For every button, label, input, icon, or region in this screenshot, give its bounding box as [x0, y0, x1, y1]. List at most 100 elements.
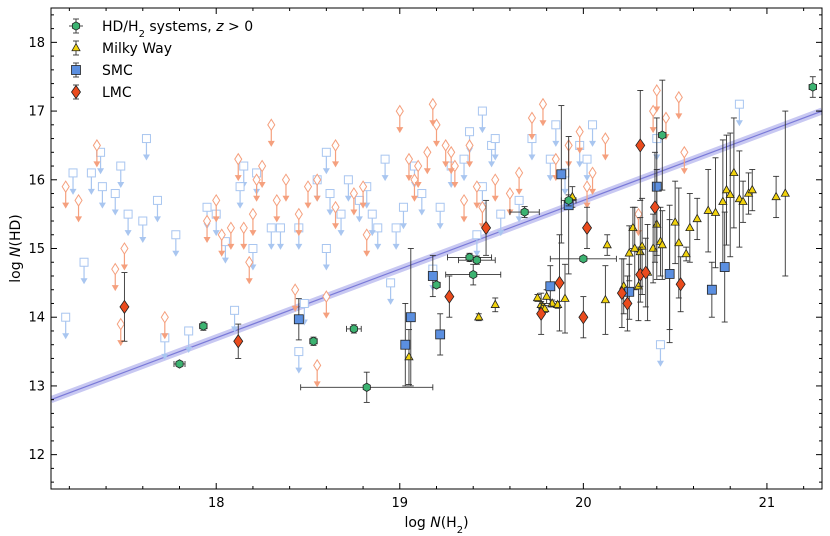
lmc-upper-limit-point	[465, 138, 474, 168]
lmc-upper-limit-point	[239, 221, 248, 250]
lmc-upper-limit-point	[322, 290, 331, 319]
smc-upper-limit-point	[490, 134, 500, 161]
lmc-upper-limit-point	[674, 90, 683, 120]
hd-h2-system-point	[658, 79, 667, 191]
legend-label: LMC	[102, 85, 132, 101]
smc-upper-limit-point	[477, 106, 487, 134]
smc-point	[435, 313, 446, 356]
milky-way-point	[734, 150, 745, 248]
lmc-upper-limit-point	[395, 104, 404, 134]
y-tick-label: 16	[28, 173, 45, 188]
smc-upper-limit-point	[79, 257, 89, 285]
milky-way-point	[681, 246, 691, 262]
smc-upper-limit-point	[248, 244, 258, 271]
lmc-upper-limit-point	[349, 187, 358, 216]
hd-h2-system-point	[432, 280, 441, 290]
smc-point	[556, 105, 567, 244]
lmc-upper-limit-point	[111, 262, 120, 292]
y-tick-label: 15	[28, 242, 45, 257]
milky-way-point	[474, 311, 484, 322]
hd-h2-system-point	[173, 359, 186, 369]
smc-point	[651, 117, 662, 256]
data-points-layer	[61, 76, 817, 403]
x-tick-label: 20	[575, 496, 592, 511]
smc-point	[400, 303, 411, 387]
y-tick-label: 14	[28, 311, 45, 326]
lmc-upper-limit-point	[272, 193, 281, 223]
lmc-upper-limit-point	[441, 138, 450, 168]
smc-point	[624, 263, 635, 320]
legend-label: HD/H2 systems, z > 0	[102, 19, 253, 40]
milky-way-point	[738, 180, 748, 223]
lmc-upper-limit-point	[303, 180, 313, 209]
smc-upper-limit-point	[235, 182, 245, 209]
hd-h2-system-point	[445, 263, 502, 286]
smc-upper-limit-point	[417, 189, 427, 216]
lmc-point	[444, 275, 455, 318]
axis-ticks: 18 19 20 21 12 13 14 15 16 17 18	[28, 8, 822, 511]
smc-upper-limit-point	[354, 195, 364, 223]
lmc-upper-limit-point	[491, 173, 500, 202]
lmc-upper-limit-point	[575, 125, 584, 154]
legend-symbol	[71, 84, 81, 100]
lmc-point	[635, 90, 646, 201]
milky-way-point	[710, 157, 721, 269]
smc-upper-limit-point	[398, 202, 408, 230]
plot-frame	[50, 7, 823, 490]
smc-point	[427, 254, 438, 298]
smc-upper-limit-point	[487, 140, 497, 168]
smc-upper-limit-point	[472, 230, 482, 257]
lmc-upper-limit-point	[313, 358, 322, 388]
legend-entry-mw: Milky Way	[71, 40, 172, 57]
legend-entry-lmc: LMC	[71, 84, 132, 101]
milky-way-point	[490, 297, 500, 313]
smc-point	[545, 265, 556, 308]
lmc-point	[649, 151, 660, 263]
y-tick-label: 13	[28, 379, 45, 394]
lmc-upper-limit-point	[404, 152, 414, 182]
milky-way-point	[602, 234, 612, 256]
axis-labels: log N(H2) log N(HD)	[8, 214, 469, 535]
lmc-point	[536, 292, 547, 335]
smc-upper-limit-point	[61, 312, 71, 340]
lmc-upper-limit-point	[450, 159, 459, 189]
lmc-upper-limit-point	[248, 207, 258, 237]
milky-way-point	[703, 169, 713, 253]
lmc-upper-limit-point	[202, 214, 212, 244]
hd-h2-system-point	[808, 76, 817, 98]
smc-upper-limit-point	[459, 154, 469, 182]
lmc-upper-limit-point	[447, 145, 456, 175]
smc-point	[719, 211, 730, 323]
smc-upper-limit-point	[734, 99, 744, 127]
y-tick-label: 18	[28, 36, 45, 51]
smc-upper-limit-point	[96, 147, 106, 175]
lmc-upper-limit-point	[331, 138, 340, 168]
hd-h2-system-point	[309, 336, 318, 346]
lmc-upper-limit-point	[116, 317, 125, 347]
lmc-point	[119, 272, 130, 342]
smc-upper-limit-point	[68, 168, 78, 195]
lmc-point	[675, 256, 686, 313]
smc-upper-limit-point	[321, 147, 331, 175]
smc-upper-limit-point	[514, 195, 524, 223]
lmc-upper-limit-point	[245, 255, 254, 285]
smc-upper-limit-point	[367, 209, 377, 237]
milky-way-point	[692, 197, 702, 241]
smc-upper-limit-point	[343, 175, 353, 202]
hd-h2-system-point	[447, 252, 493, 263]
lmc-upper-limit-point	[358, 180, 368, 209]
legend-symbol	[71, 40, 81, 56]
milky-way-point	[747, 169, 757, 212]
smc-upper-limit-point	[275, 223, 285, 250]
smc-upper-limit-point	[373, 223, 383, 250]
legend-label: SMC	[102, 63, 133, 79]
lmc-upper-limit-point	[92, 138, 101, 168]
x-tick-label: 21	[759, 496, 776, 511]
x-axis-label: log N(H2)	[404, 515, 468, 536]
lmc-upper-limit-point	[291, 283, 300, 312]
milky-way-point	[721, 134, 732, 246]
lmc-upper-limit-point	[649, 104, 658, 134]
smc-upper-limit-point	[220, 237, 230, 264]
y-axis-label: log N(HD)	[8, 214, 24, 283]
